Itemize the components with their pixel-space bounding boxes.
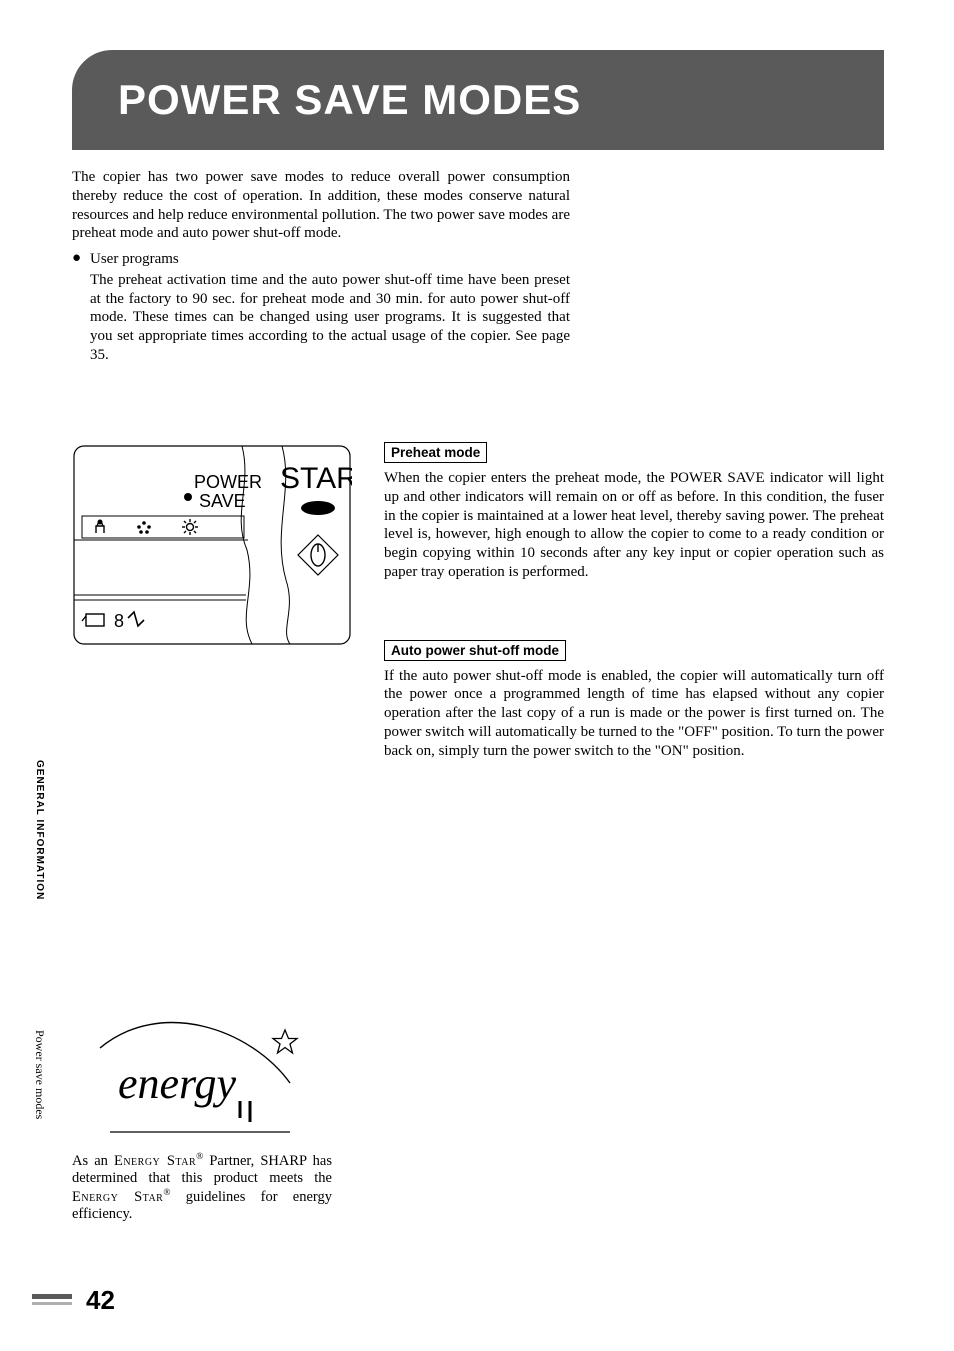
counter-8: 8 xyxy=(114,611,124,631)
energy-word: energy xyxy=(118,1059,237,1108)
side-tab-topic: Power save modes xyxy=(32,1030,47,1119)
bullet-body: The preheat activation time and the auto… xyxy=(90,271,570,365)
start-label: START xyxy=(280,462,352,495)
intro-paragraph: The copier has two power save modes to r… xyxy=(72,168,570,243)
bullet-content: User programs The preheat activation tim… xyxy=(90,250,570,365)
page-title: POWER SAVE MODES xyxy=(118,76,581,124)
bullet-block: ● User programs The preheat activation t… xyxy=(72,250,570,365)
title-banner: POWER SAVE MODES xyxy=(72,50,884,150)
section-body-preheat: When the copier enters the preheat mode,… xyxy=(384,469,884,582)
bullet-title: User programs xyxy=(90,250,570,269)
control-panel-diagram: POWER SAVE START 8 xyxy=(72,440,352,650)
section-label-auto: Auto power shut-off mode xyxy=(384,640,566,661)
section-autoshutoff: Auto power shut-off mode If the auto pow… xyxy=(384,640,884,761)
save-label: SAVE xyxy=(199,491,246,511)
page-number: 42 xyxy=(86,1285,115,1316)
footer-bars-icon xyxy=(32,1294,72,1308)
page-footer: 42 xyxy=(32,1285,115,1316)
right-column: Preheat mode When the copier enters the … xyxy=(384,442,884,760)
cap-brand2: Energy Star xyxy=(72,1188,163,1204)
side-tab-section: GENERAL INFORMATION xyxy=(34,760,45,900)
power-label: POWER xyxy=(194,472,262,492)
energy-star-logo: energy xyxy=(90,1008,310,1138)
cap-reg2: ® xyxy=(163,1188,170,1198)
section-body-auto: If the auto power shut-off mode is enabl… xyxy=(384,667,884,761)
cap-brand1: Energy Star xyxy=(114,1153,196,1169)
side-tab: GENERAL INFORMATION Power save modes xyxy=(32,760,47,1120)
section-label-preheat: Preheat mode xyxy=(384,442,487,463)
energy-star-caption: As an Energy Star® Partner, SHARP has de… xyxy=(72,1152,332,1223)
section-preheat: Preheat mode When the copier enters the … xyxy=(384,442,884,582)
cap-prefix: As an xyxy=(72,1153,114,1169)
bullet-dot: ● xyxy=(72,250,90,365)
